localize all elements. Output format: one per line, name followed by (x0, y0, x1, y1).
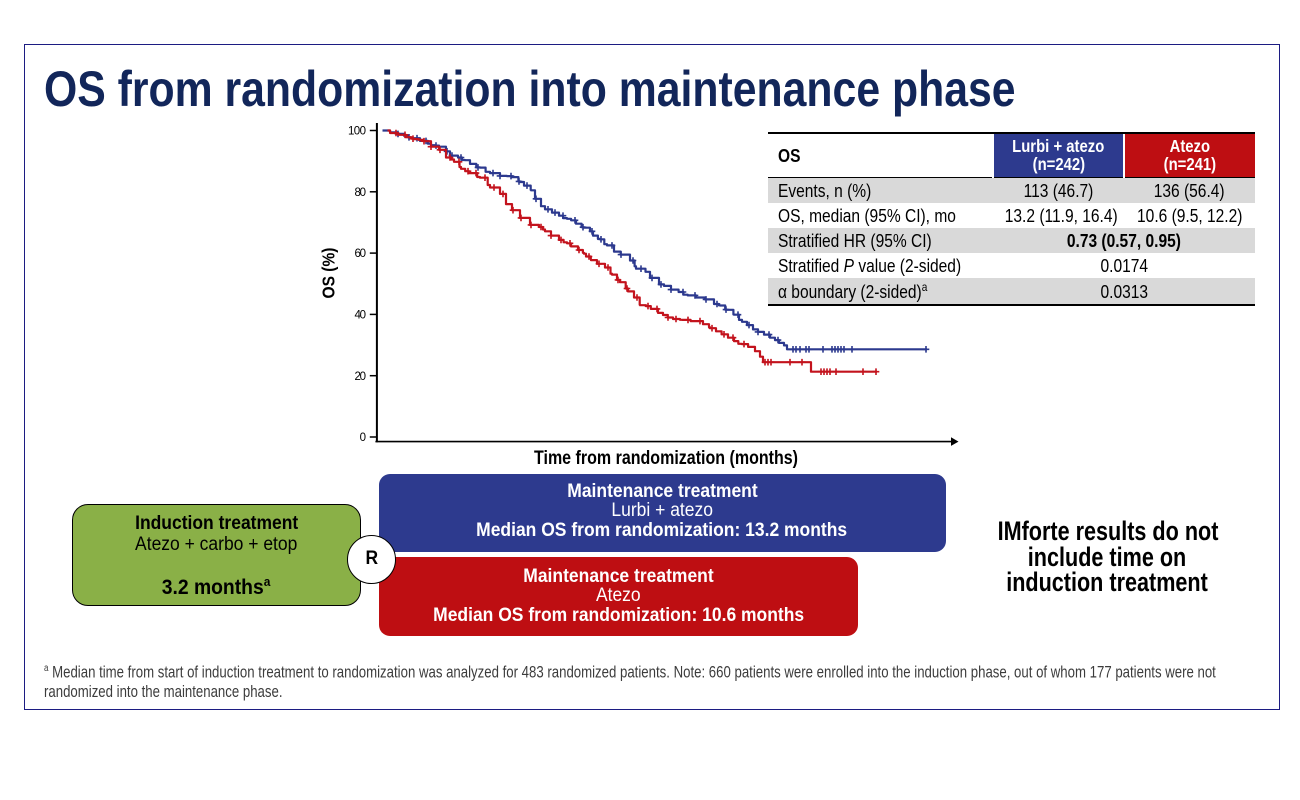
svg-text:40: 40 (355, 310, 367, 322)
svg-text:20: 20 (355, 371, 367, 383)
svg-text:OS (%): OS (%) (319, 248, 339, 299)
svg-text:100: 100 (348, 126, 366, 138)
svg-text:60: 60 (355, 248, 367, 260)
svg-text:80: 80 (355, 187, 367, 199)
svg-text:0: 0 (360, 432, 366, 444)
svg-text:Time from randomization (month: Time from randomization (months) (534, 447, 798, 469)
